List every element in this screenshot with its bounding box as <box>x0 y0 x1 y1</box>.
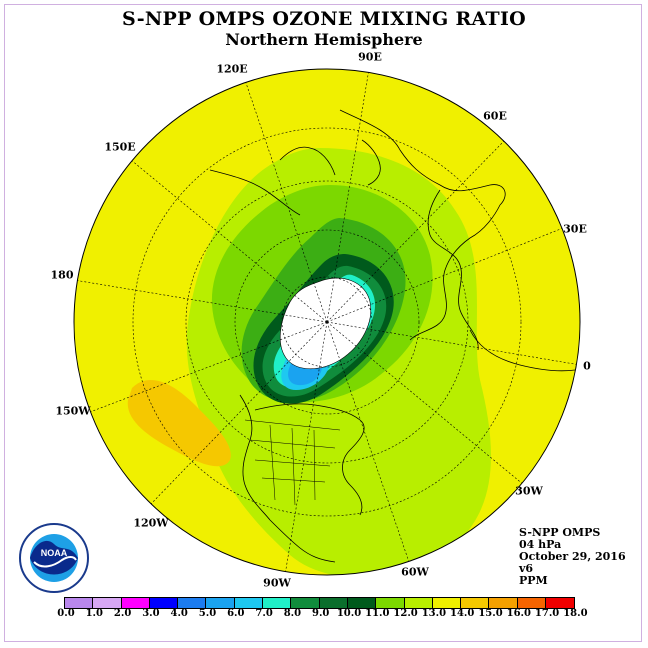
colorbar-swatch <box>206 598 235 608</box>
colorbar-tick-label: 14.0 <box>450 608 475 619</box>
colorbar-swatch <box>461 598 490 608</box>
lon-label-0: 0 <box>583 359 591 373</box>
graticule <box>74 69 580 575</box>
coastlines <box>209 109 576 563</box>
figure-subtitle: Northern Hemisphere <box>225 30 423 49</box>
lon-label-30w: 30W <box>515 484 543 498</box>
colorbar-swatch <box>291 598 320 608</box>
info-date: October 29, 2016 <box>519 550 626 563</box>
colorbar-swatch <box>178 598 207 608</box>
colorbar-tick-label: 13.0 <box>421 608 447 619</box>
lon-label-120e: 120E <box>216 62 248 76</box>
lon-label-60e: 60E <box>483 109 507 123</box>
colorbar-tick-label: 5.0 <box>198 608 217 619</box>
colorbar-swatch <box>432 598 462 608</box>
info-instrument: S-NPP OMPS <box>519 526 601 539</box>
figure-frame <box>4 4 642 642</box>
colorbar-swatch <box>65 598 94 608</box>
lon-label-120w: 120W <box>133 516 169 530</box>
colorbar-swatch <box>149 598 179 608</box>
noaa-logo-icon: NOAA <box>19 523 89 593</box>
lon-label-150e: 150E <box>104 140 136 154</box>
logo-text: NOAA <box>41 548 68 558</box>
colorbar-tick-label: 7.0 <box>255 608 273 619</box>
product-info: S-NPP OMPS 04 hPa October 29, 2016 v6 PP… <box>519 527 626 587</box>
colorbar-swatch <box>517 598 547 608</box>
colorbar-swatch <box>546 598 575 608</box>
lon-label-150w: 150W <box>55 404 91 418</box>
colorbar-swatch <box>489 598 518 608</box>
field-14ppm <box>127 379 231 467</box>
colorbar-tick-label: 3.0 <box>142 608 160 619</box>
colorbar-tick-label: 9.0 <box>311 608 330 619</box>
colorbar-tick-label: 2.0 <box>113 608 132 619</box>
colorbar-labels: 0.0 1.0 2.0 3.0 4.0 5.0 6.0 7.0 8.0 9.0 10.0 11.0 12… <box>57 608 588 622</box>
colorbar-swatch <box>376 598 405 608</box>
figure-title: S-NPP OMPS OZONE MIXING RATIO <box>121 8 527 30</box>
colorbar-tick-label: 18.0 <box>563 608 588 619</box>
colorbar-tick-label: 0.0 <box>57 608 75 619</box>
lon-label-180: 180 <box>50 268 74 282</box>
colorbar-swatch <box>319 598 348 608</box>
colorbar-swatch <box>234 598 264 608</box>
colorbar-tick-label: 15.0 <box>478 608 503 619</box>
colorbar-tick-label: 11.0 <box>365 608 390 619</box>
colorbar-tick-label: 8.0 <box>283 608 302 619</box>
info-version: v6 <box>519 562 534 575</box>
lon-label-30e: 30E <box>563 222 587 236</box>
lon-label-60w: 60W <box>401 565 429 579</box>
colorbar-tick-label: 6.0 <box>227 608 245 619</box>
colorbar-swatch <box>93 598 122 608</box>
political-boundaries <box>244 419 341 506</box>
info-level: 04 hPa <box>519 538 562 551</box>
lon-label-90w: 90W <box>263 576 291 590</box>
colorbar-tick-label: 17.0 <box>534 608 560 619</box>
map-boundary <box>73 68 581 576</box>
lon-label-90e: 90E <box>358 50 382 64</box>
colorbar-tick-label: 1.0 <box>85 608 103 619</box>
colorbar-tick-label: 16.0 <box>506 608 531 619</box>
colorbar-tick-label: 4.0 <box>170 608 188 619</box>
colorbar-swatch <box>263 598 292 608</box>
colorbar-swatch <box>121 598 150 608</box>
colorbar-tick-label: 12.0 <box>393 608 418 619</box>
info-units: PPM <box>519 574 548 587</box>
colorbar <box>64 597 576 609</box>
colorbar-swatch <box>347 598 377 608</box>
colorbar-tick-label: 10.0 <box>336 608 362 619</box>
colorbar-swatch <box>404 598 433 608</box>
